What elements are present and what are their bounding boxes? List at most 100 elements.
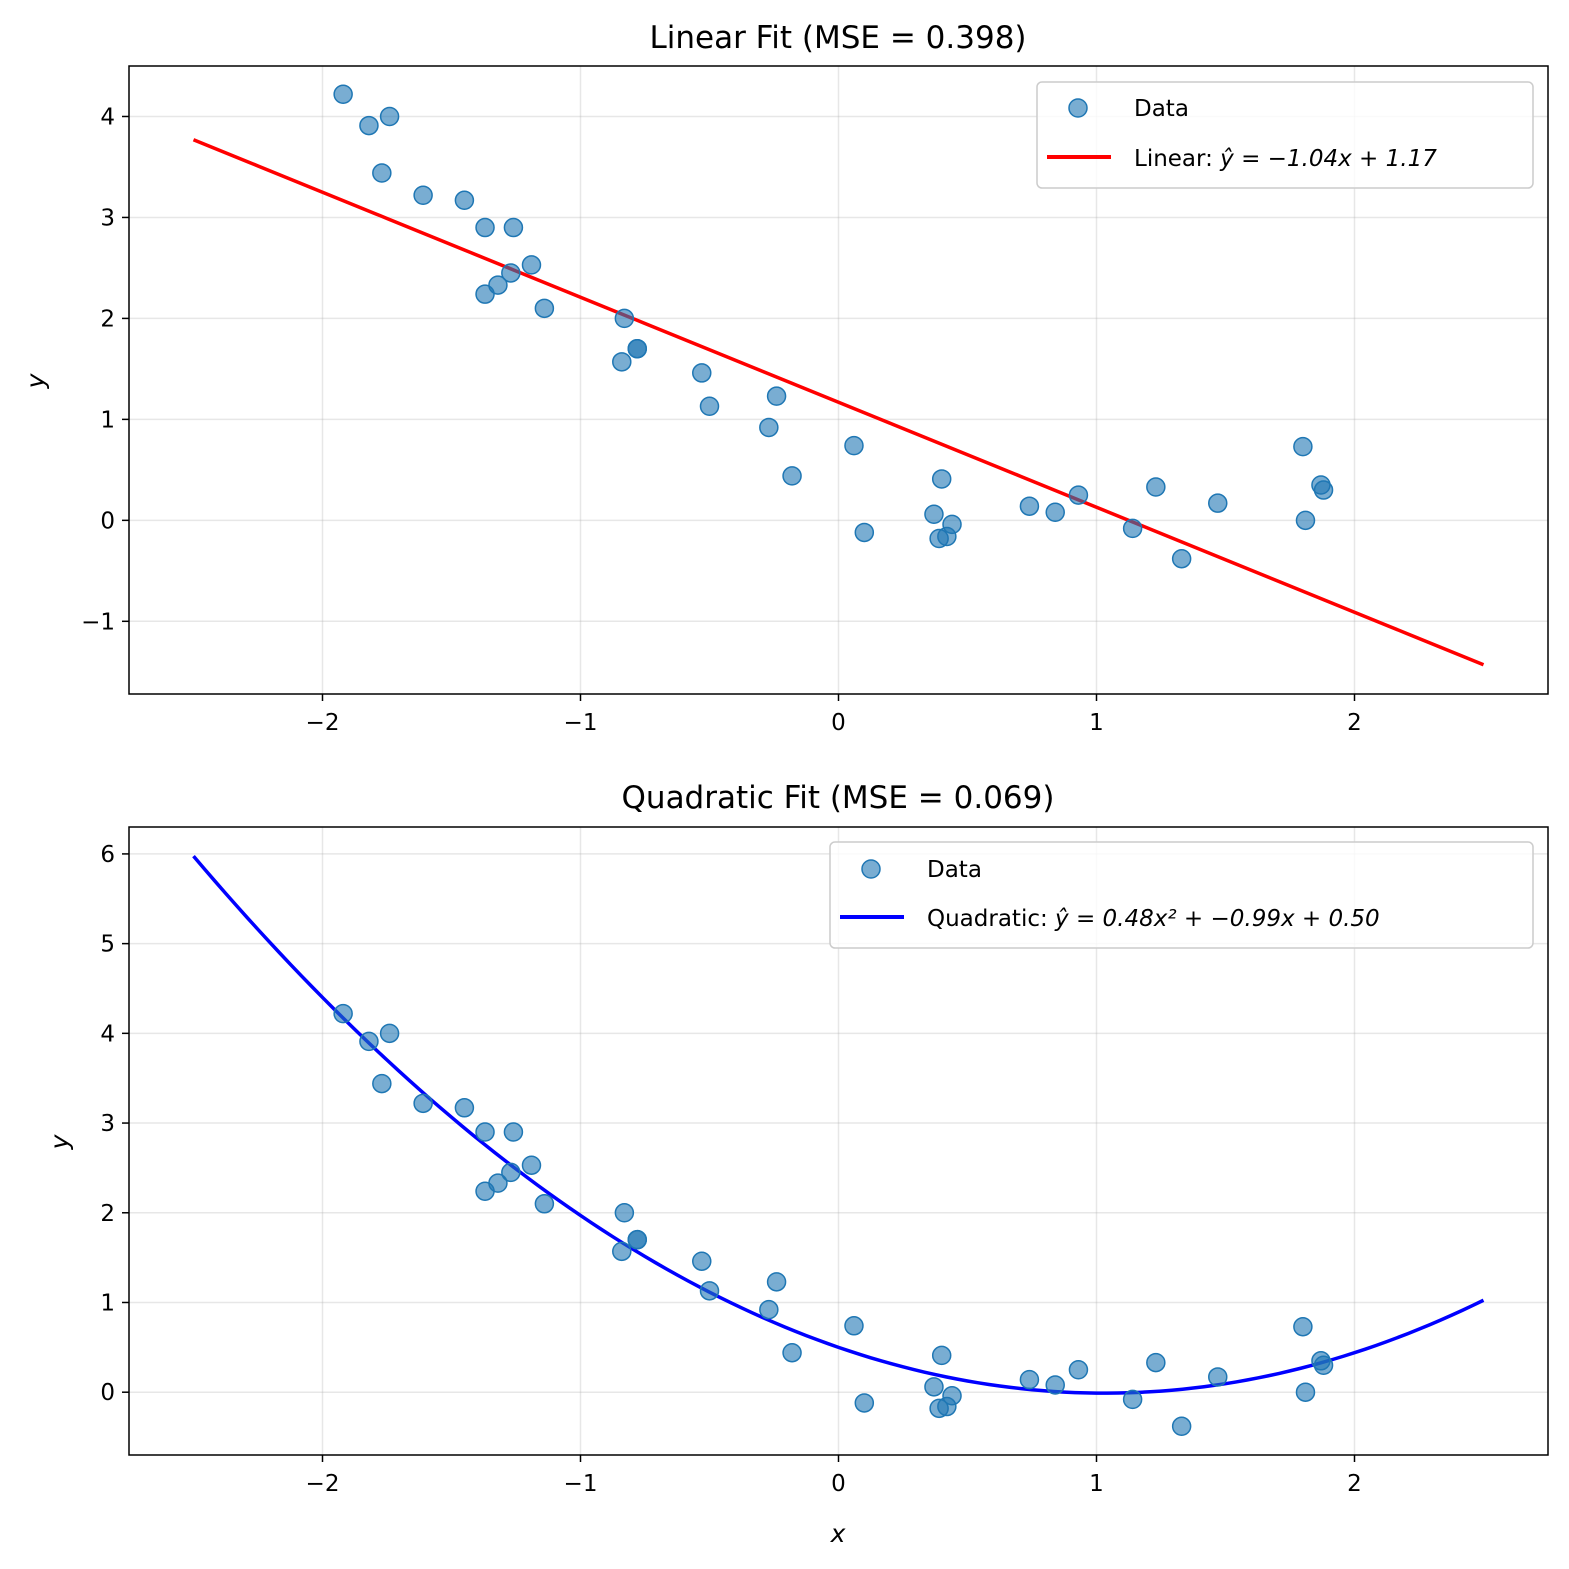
y-tick-label: −1: [81, 609, 115, 635]
y-tick-label: 2: [100, 306, 115, 332]
plot-frame: [128, 65, 1549, 695]
legend-data-label: Data: [1134, 96, 1189, 122]
legend-fit-prefix: Quadratic:: [927, 906, 1055, 932]
x-tick-label: −2: [306, 1471, 340, 1497]
legend-fit-equation: ŷ = −1.04x + 1.17: [1219, 146, 1437, 172]
quadratic-fit-xlabel: x: [830, 1519, 846, 1548]
linear-fit-scatter-layer: [333, 84, 1334, 569]
legend-frame: [829, 841, 1534, 949]
data-point: [1068, 1360, 1089, 1380]
linear-fit-ylabel: y: [21, 372, 50, 389]
quadratic-fit-subplot: Quadratic Fit (MSE = 0.069) −2 −1 0 1 2 0 1 2 3 4…: [45, 780, 1549, 1548]
linear-fit-line: [192, 138, 1485, 667]
data-point: [413, 185, 433, 205]
data-point: [379, 1023, 400, 1044]
y-tick-label: 4: [100, 104, 115, 130]
data-point: [1122, 518, 1143, 539]
data-point: [924, 1377, 944, 1397]
legend-frame: [1036, 81, 1534, 189]
data-point: [924, 504, 944, 525]
legend-fit-label: Linear: ŷ = −1.04x + 1.17: [1134, 146, 1437, 172]
data-point: [692, 363, 712, 383]
x-tick-label: 2: [1347, 710, 1362, 736]
data-point: [372, 1073, 392, 1094]
legend-data-label: Data: [927, 857, 982, 883]
data-point: [521, 1155, 542, 1175]
data-point: [931, 1345, 952, 1366]
data-point: [614, 308, 635, 329]
data-point: [1171, 1416, 1192, 1437]
data-point: [333, 84, 353, 105]
data-point: [759, 1299, 779, 1320]
data-point: [501, 263, 521, 283]
data-point: [854, 1393, 875, 1413]
y-tick-label: 1: [100, 1290, 115, 1316]
data-point: [614, 1203, 635, 1223]
data-point: [699, 396, 720, 417]
legend-data-marker: [1068, 98, 1088, 118]
data-point: [766, 386, 787, 406]
x-tick-label: 2: [1347, 1471, 1362, 1497]
legend-fit-equation: ŷ = 0.48x² + −0.99x + 0.50: [1054, 906, 1380, 932]
data-point: [488, 275, 508, 295]
data-point: [612, 352, 632, 372]
data-point: [488, 1173, 508, 1193]
x-tick-label: 1: [1089, 1471, 1104, 1497]
x-tick-label: −1: [564, 710, 598, 736]
data-point: [931, 469, 952, 489]
data-point: [503, 1122, 524, 1142]
quadratic-fit-line: [192, 855, 1485, 1395]
linear-fit-legend: Data Linear: ŷ = −1.04x + 1.17: [1036, 81, 1534, 189]
data-point: [766, 1272, 787, 1292]
data-point: [759, 417, 779, 438]
data-point: [372, 163, 392, 183]
data-point: [844, 435, 864, 456]
data-point: [1019, 1369, 1040, 1390]
y-tick-label: 3: [100, 1111, 115, 1137]
legend-fit-prefix: Linear:: [1134, 146, 1220, 172]
x-tick-label: 0: [831, 1471, 846, 1497]
quadratic-fit-title: Quadratic Fit (MSE = 0.069): [622, 780, 1055, 816]
x-tick-label: 1: [1089, 710, 1104, 736]
y-tick-label: 2: [100, 1201, 115, 1227]
x-tick-label: 0: [831, 710, 846, 736]
x-tick-label: −1: [564, 1471, 598, 1497]
y-tick-label: 3: [100, 205, 115, 231]
y-tick-label: 0: [100, 508, 115, 534]
y-tick-label: 6: [100, 842, 115, 868]
linear-fit-axes: −2 −1 0 1 2 −1 0 1 2 3 4: [81, 65, 1549, 736]
data-point: [501, 1162, 521, 1183]
linear-fit-line-layer: [192, 138, 1485, 667]
quadratic-fit-scatter-layer: [333, 1003, 1334, 1437]
legend-fit-label: Quadratic: ŷ = 0.48x² + −0.99x + 0.50: [927, 906, 1380, 932]
y-tick-label: 1: [100, 407, 115, 433]
data-point: [1295, 510, 1316, 531]
data-point: [1313, 480, 1334, 500]
quadratic-fit-axes: −2 −1 0 1 2 0 1 2 3 4 5 6: [100, 826, 1549, 1497]
data-point: [1295, 1382, 1316, 1402]
data-point: [359, 115, 379, 136]
data-point: [379, 106, 400, 127]
data-point: [359, 1031, 379, 1052]
data-point: [854, 522, 875, 543]
data-point: [1068, 485, 1089, 505]
data-point: [1146, 477, 1166, 497]
data-point: [942, 514, 962, 535]
y-tick-label: 5: [100, 932, 115, 958]
data-point: [627, 338, 648, 359]
data-point: [475, 1122, 495, 1142]
data-point: [1171, 548, 1192, 569]
data-point: [503, 217, 524, 238]
linear-fit-title: Linear Fit (MSE = 0.398): [649, 20, 1026, 56]
data-point: [413, 1093, 433, 1114]
data-point: [782, 1342, 802, 1363]
data-point: [627, 1229, 648, 1250]
data-point: [1019, 496, 1040, 516]
x-tick-label: −2: [306, 710, 340, 736]
data-point: [844, 1316, 864, 1336]
data-point: [475, 217, 495, 238]
linear-fit-subplot: Linear Fit (MSE = 0.398) −2 −1 0 1 2−101234 …: [21, 20, 1549, 736]
data-point: [1208, 1367, 1228, 1387]
